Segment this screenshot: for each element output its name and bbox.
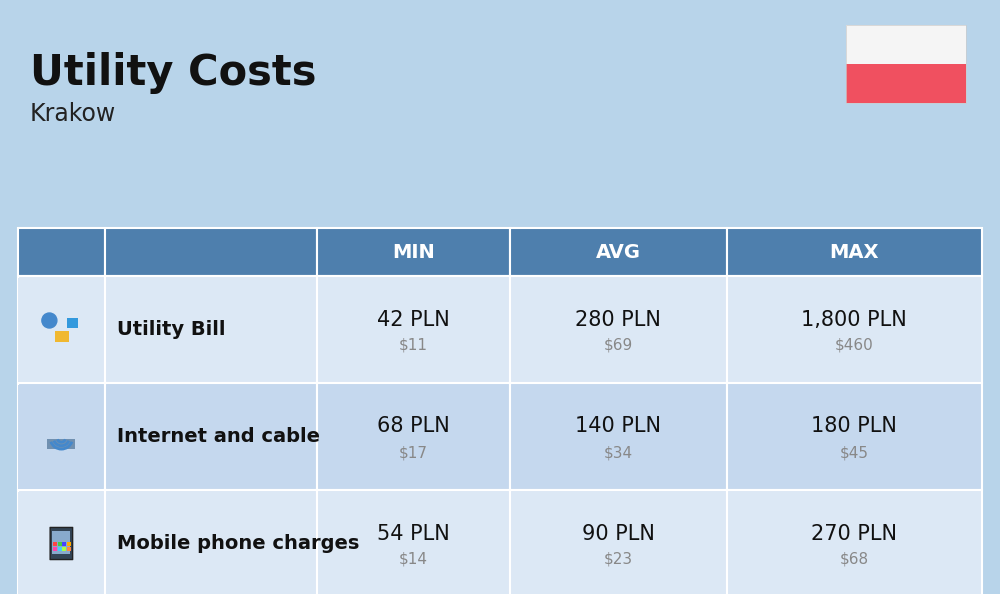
Text: $45: $45 [840, 445, 869, 460]
Bar [727, 490, 982, 594]
Text: Mobile phone charges: Mobile phone charges [117, 534, 359, 553]
Bar [62, 547, 66, 551]
Text: 1,800 PLN: 1,800 PLN [801, 309, 907, 330]
Bar [53, 542, 57, 546]
Text: $69: $69 [603, 338, 633, 353]
Text: 280 PLN: 280 PLN [575, 309, 661, 330]
Text: $23: $23 [604, 552, 633, 567]
Bar [58, 542, 62, 546]
Bar [18, 276, 105, 383]
Text: ⚙
🔌: ⚙ 🔌 [45, 293, 78, 366]
Bar [317, 276, 510, 383]
Bar [18, 277, 103, 381]
Bar [105, 383, 317, 490]
Circle shape [42, 313, 57, 328]
Text: 270 PLN: 270 PLN [811, 523, 897, 544]
Text: 90 PLN: 90 PLN [582, 523, 655, 544]
Bar [727, 228, 982, 276]
Bar [317, 383, 510, 490]
Text: 📶
🖨: 📶 🖨 [51, 400, 72, 473]
Text: MAX: MAX [830, 242, 879, 261]
Bar [510, 383, 727, 490]
Bar [67, 318, 78, 328]
Text: AVG: AVG [596, 242, 641, 261]
Text: $14: $14 [399, 552, 428, 567]
Text: $11: $11 [399, 338, 428, 353]
Bar [105, 490, 317, 594]
Text: 180 PLN: 180 PLN [811, 416, 897, 437]
Bar [18, 228, 105, 276]
Text: Krakow: Krakow [30, 102, 116, 126]
Bar [317, 490, 510, 594]
Bar [510, 276, 727, 383]
Bar [55, 331, 69, 342]
Bar [317, 228, 510, 276]
Bar [18, 384, 103, 488]
Bar [727, 383, 982, 490]
Bar [47, 440, 75, 449]
Text: 📱: 📱 [51, 526, 72, 561]
Text: $460: $460 [835, 338, 874, 353]
Bar [67, 547, 71, 551]
Bar [105, 276, 317, 383]
Bar [846, 64, 966, 103]
Text: 140 PLN: 140 PLN [575, 416, 661, 437]
Text: 54 PLN: 54 PLN [377, 523, 450, 544]
Text: Utility Costs: Utility Costs [30, 52, 316, 94]
Text: MIN: MIN [392, 242, 435, 261]
Bar [105, 228, 317, 276]
Bar [18, 490, 105, 594]
Bar [53, 547, 57, 551]
FancyBboxPatch shape [50, 527, 73, 560]
Bar [846, 25, 966, 64]
Text: Utility Bill: Utility Bill [117, 320, 225, 339]
Bar [18, 491, 103, 594]
Text: 68 PLN: 68 PLN [377, 416, 450, 437]
Bar [58, 547, 62, 551]
Text: $34: $34 [604, 445, 633, 460]
Bar [62, 542, 66, 546]
Bar [727, 276, 982, 383]
Text: $17: $17 [399, 445, 428, 460]
Text: $68: $68 [840, 552, 869, 567]
Bar [510, 490, 727, 594]
Bar [846, 25, 966, 103]
Bar [18, 383, 105, 490]
Bar [52, 532, 70, 554]
Bar [510, 228, 727, 276]
Bar [67, 542, 71, 546]
Text: 42 PLN: 42 PLN [377, 309, 450, 330]
Text: Internet and cable: Internet and cable [117, 427, 320, 446]
